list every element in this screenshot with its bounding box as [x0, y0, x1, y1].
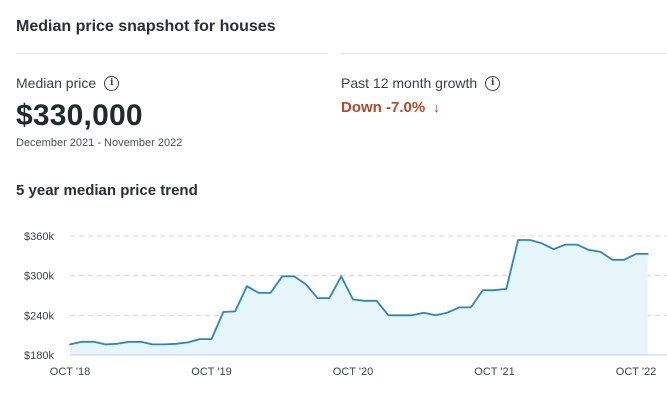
x-tick-label: OCT '20 [333, 366, 373, 378]
growth-label: Past 12 month growth [341, 75, 478, 91]
x-tick-label: OCT '21 [474, 366, 514, 378]
area-fill [70, 240, 648, 355]
growth-value: Down -7.0% [341, 99, 426, 116]
median-price-value: $330,000 [16, 99, 143, 132]
info-icon[interactable]: i [104, 75, 120, 91]
y-tick-label: $180k [24, 350, 54, 362]
arrow-down-icon: ↓ [433, 100, 440, 115]
median-price-label: Median price [16, 75, 97, 91]
series-line [69, 239, 649, 346]
growth-value-row: Down -7.0% ↓ [341, 99, 500, 116]
x-tick-label: OCT '19 [191, 366, 231, 378]
y-tick-label: $300k [24, 271, 54, 283]
median-price-period: December 2021 - November 2022 [16, 137, 183, 149]
price-trend-chart: $180k $240k $300k $360k OCT '18 OCT '19 OCT '2… [24, 231, 667, 378]
median-price-stat: Median price i $330,000 December 2021 - … [16, 75, 182, 149]
divider [341, 53, 667, 54]
section-title: Median price snapshot for houses [16, 18, 276, 35]
divider [16, 53, 328, 54]
trend-title: 5 year median price trend [16, 182, 198, 199]
info-icon[interactable]: i [485, 75, 501, 91]
y-tick-label: $240k [24, 310, 54, 322]
x-tick-label: OCT '18 [50, 366, 90, 378]
growth-stat: Past 12 month growth i Down -7.0% ↓ [341, 75, 501, 116]
y-tick-label: $360k [24, 231, 54, 243]
x-tick-label: OCT '22 [616, 366, 656, 378]
